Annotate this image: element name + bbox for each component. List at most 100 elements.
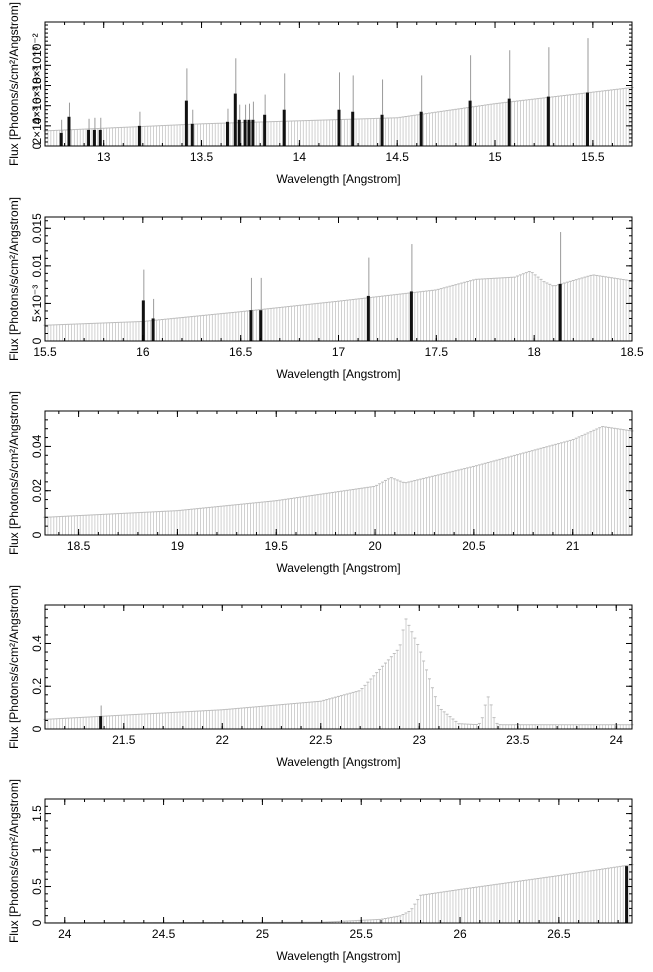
chart-panel-2: 15.5 16 16.5 17 17.5 18 18.5 0 5×10⁻³ 0.01 0.015 Wa… (7, 197, 644, 381)
data-bar (558, 283, 562, 341)
y-tick-label: 0 (30, 337, 44, 344)
data-bar (259, 310, 263, 341)
y-tick-label: 0.01 (30, 254, 44, 278)
x-tick-label: 18.5 (620, 345, 644, 359)
spectrum-background (43, 618, 634, 729)
chart-panel-4: 21.5 22 22.5 23 23.5 24 0 0.2 0.4 Wavelength [Ang… (7, 585, 634, 769)
x-tick-label: 19 (171, 539, 185, 553)
y-tick-label: 0.5 (30, 878, 44, 895)
data-bar (249, 310, 253, 341)
y-tick-label: 2×10⁻³ (30, 107, 44, 144)
data-bar (87, 129, 91, 146)
y-tick-label: 0 (30, 531, 44, 538)
y-tick-label: 5×10⁻³ (30, 285, 44, 322)
y-tick-label: 0.04 (30, 434, 44, 458)
y-tick-label: 0 (30, 919, 44, 926)
x-tick-label: 18 (527, 345, 541, 359)
x-tick-label: 26.5 (547, 927, 571, 941)
data-bar (67, 116, 71, 146)
data-bar (237, 119, 241, 146)
data-bar (92, 129, 96, 146)
y-axis-title: Flux [Photons/s/cm²/Angstrom] (7, 585, 21, 749)
data-bar (263, 114, 267, 146)
x-tick-label: 22 (216, 733, 230, 747)
x-axis-title: Wavelength [Angstrom] (276, 172, 400, 186)
data-bar (585, 92, 589, 146)
x-tick-label: 13.5 (190, 150, 214, 164)
y-tick-label: 0.2 (30, 678, 44, 695)
data-bar (151, 318, 155, 341)
y-axis-title: Flux [Photons/s/cm²/Angstrom] (7, 779, 21, 943)
data-bar (225, 121, 229, 146)
data-bar (184, 100, 188, 146)
spectrum-background (43, 426, 634, 535)
y-axis: 0 0.02 0.04 (30, 410, 632, 538)
x-tick-label: 20.5 (462, 539, 486, 553)
data-series (99, 705, 103, 729)
data-bar (380, 114, 384, 146)
data-series (625, 866, 629, 923)
x-axis-title: Wavelength [Angstrom] (276, 949, 400, 963)
x-tick-label: 15.5 (581, 150, 605, 164)
data-bar (98, 129, 102, 146)
x-axis-title: Wavelength [Angstrom] (276, 561, 400, 575)
data-bar (468, 100, 472, 146)
x-tick-label: 23 (413, 733, 427, 747)
data-bar (625, 866, 629, 923)
x-tick-label: 25.5 (350, 927, 374, 941)
data-bar (190, 123, 194, 146)
x-tick-label: 19.5 (265, 539, 289, 553)
y-tick-label: 0.4 (30, 635, 44, 652)
x-axis: 15.5 16 16.5 17 17.5 18 18.5 (33, 217, 644, 359)
y-axis: 0 0.5 1 1.5 (30, 798, 632, 926)
data-bar (546, 96, 550, 146)
x-tick-label: 21 (566, 539, 580, 553)
x-tick-label: 16.5 (229, 345, 253, 359)
data-bar (247, 119, 251, 146)
x-tick-label: 17.5 (425, 345, 449, 359)
data-bar (59, 132, 63, 146)
x-tick-label: 15.5 (33, 345, 57, 359)
spectrum-background (43, 270, 634, 341)
x-tick-label: 16 (136, 345, 150, 359)
data-bar (337, 109, 341, 146)
x-tick-label: 17 (332, 345, 346, 359)
y-tick-label: 6×10⁻³ (30, 67, 44, 104)
x-tick-label: 15 (488, 150, 502, 164)
data-bar (141, 300, 145, 341)
y-tick-label: 4×10⁻³ (30, 87, 44, 124)
x-tick-label: 24 (610, 733, 624, 747)
y-tick-label: 10⁻² (30, 33, 44, 57)
x-tick-label: 14.5 (386, 150, 410, 164)
plot-frame (44, 798, 633, 924)
data-bar (507, 98, 511, 146)
x-tick-label: 25 (256, 927, 270, 941)
data-bar (251, 119, 255, 146)
x-tick-label: 13 (97, 150, 111, 164)
x-axis-title: Wavelength [Angstrom] (276, 755, 400, 769)
data-bar (419, 111, 423, 146)
y-axis: 02×10⁻³4×10⁻³6×10⁻³8×10⁻³10⁻² (30, 24, 632, 149)
y-tick-label: 0 (30, 142, 44, 149)
data-bar (99, 716, 103, 729)
y-axis: 0 0.2 0.4 (30, 608, 632, 732)
x-axis-title: Wavelength [Angstrom] (276, 367, 400, 381)
data-series (59, 38, 589, 146)
spectrum-background (43, 864, 634, 924)
data-bar (409, 291, 413, 341)
x-tick-label: 24 (58, 927, 72, 941)
chart-panel-3: 18.5 19 19.5 20 20.5 21 0 0.02 0.04 Wavelength [A… (7, 391, 634, 575)
y-tick-label: 0.02 (30, 479, 44, 503)
data-bar (282, 109, 286, 146)
y-axis-title: Flux [Photons/s/cm²/Angstrom] (7, 197, 21, 361)
y-tick-label: 1.5 (30, 805, 44, 822)
x-tick-label: 18.5 (67, 539, 91, 553)
y-axis-title: Flux [Photons/s/cm²/Angstrom] (7, 2, 21, 166)
plot-frame (44, 604, 633, 730)
data-bar (137, 125, 141, 146)
data-bar (366, 295, 370, 341)
x-tick-label: 24.5 (152, 927, 176, 941)
x-tick-label: 26 (453, 927, 467, 941)
x-axis: 24 24.5 25 25.5 26 26.5 (44, 799, 619, 941)
